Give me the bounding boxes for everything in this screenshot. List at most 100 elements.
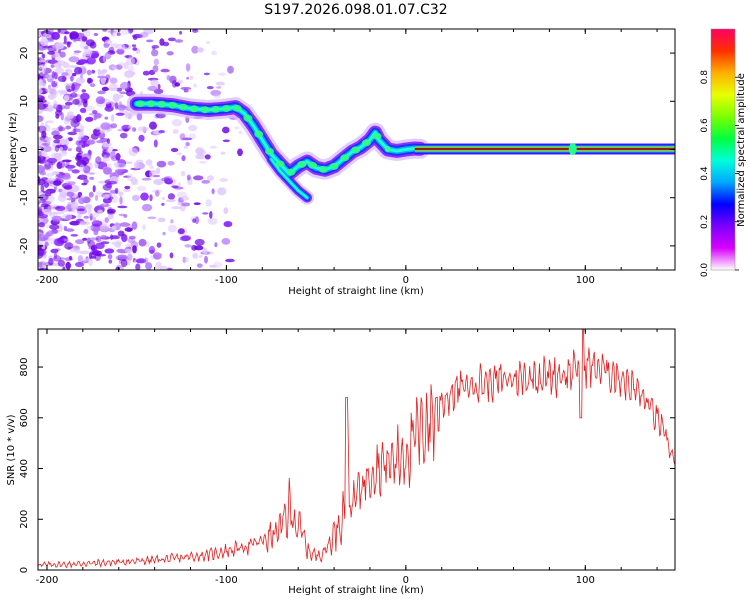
spectrogram-noise-blob bbox=[69, 255, 72, 261]
spectrogram-noise-blob bbox=[128, 235, 136, 240]
spectrogram-carrier-spot bbox=[568, 143, 577, 156]
spectrogram-noise-blob bbox=[84, 203, 93, 210]
spectrogram-noise-blob bbox=[89, 176, 95, 180]
spectrogram-noise-blob bbox=[145, 262, 153, 270]
spectrogram-noise-blob bbox=[82, 237, 88, 241]
spectrogram-noise-blob bbox=[59, 51, 66, 58]
spectrogram-noise-blob bbox=[90, 133, 99, 140]
spectrogram-noise-blob bbox=[183, 145, 188, 149]
snr-series-line bbox=[38, 329, 675, 569]
spectrogram-noise-blob bbox=[124, 227, 133, 232]
spectrogram-ridge-peak bbox=[329, 162, 339, 170]
spectrogram-noise-blob bbox=[67, 137, 73, 142]
spectrogram-noise-blob bbox=[115, 43, 126, 50]
spectrogram-noise-blob bbox=[153, 139, 158, 148]
spectrogram-ridge-peak bbox=[232, 104, 242, 112]
spectrogram-noise-blob bbox=[38, 103, 47, 110]
spectrogram-ridge-peak bbox=[178, 103, 188, 111]
spectrogram-noise-blob bbox=[142, 224, 147, 231]
spectrogram-noise-blob bbox=[59, 146, 63, 152]
spectrogram-noise-blob bbox=[195, 153, 206, 160]
spectrogram-noise-blob bbox=[39, 171, 46, 176]
spectrogram-noise-blob bbox=[94, 160, 99, 169]
spectrogram-noise-blob bbox=[90, 255, 97, 259]
spectrogram-noise-blob bbox=[100, 234, 107, 239]
spectrogram-noise-blob bbox=[188, 124, 198, 132]
spectrogram-noise-blob bbox=[38, 176, 41, 184]
spectrogram-noise-blob bbox=[95, 156, 102, 165]
spectrogram-noise-blob bbox=[40, 38, 49, 46]
spectrogram-noise-blob bbox=[131, 221, 138, 230]
spectrogram-noise-blob bbox=[47, 59, 58, 64]
spectrogram-noise-blob bbox=[47, 205, 58, 211]
spectrogram-noise-blob bbox=[159, 38, 165, 46]
spectrogram-noise-blob bbox=[209, 145, 218, 149]
spectrogram-xtick-label: -100 bbox=[215, 275, 238, 286]
spectrogram-noise-blob bbox=[132, 47, 138, 51]
spectrogram-noise-blob bbox=[41, 53, 46, 59]
spectrogram-ytick-label: 0 bbox=[19, 146, 30, 152]
spectrogram-ridge-peak bbox=[297, 160, 307, 168]
spectrogram-noise-blob bbox=[45, 59, 51, 64]
spectrogram-noise-blob bbox=[160, 68, 170, 73]
spectrogram-noise-blob bbox=[237, 148, 243, 157]
spectrogram-noise-blob bbox=[113, 162, 120, 167]
snr-xtick-label: 100 bbox=[576, 575, 595, 586]
spectrogram-ridge-peak bbox=[189, 105, 199, 113]
spectrogram-noise-blob bbox=[209, 211, 213, 219]
spectrogram-noise-blob bbox=[205, 40, 211, 45]
spectrogram-noise-blob bbox=[91, 212, 100, 218]
spectrogram-noise-blob bbox=[45, 137, 52, 142]
spectrogram-noise-blob bbox=[38, 200, 42, 204]
colorbar-gradient bbox=[710, 28, 736, 271]
spectrogram-noise-blob bbox=[166, 74, 171, 81]
spectrogram-noise-blob bbox=[181, 155, 186, 162]
spectrogram-noise-blob bbox=[72, 98, 80, 105]
spectrogram-noise-blob bbox=[147, 85, 158, 92]
spectrogram-noise-blob bbox=[97, 209, 103, 214]
spectrogram-noise-blob bbox=[189, 75, 194, 81]
spectrogram-noise-blob bbox=[79, 220, 90, 226]
snr-ylabel: SNR (10 * v/v) bbox=[6, 414, 17, 485]
spectrogram-noise-blob bbox=[85, 116, 94, 122]
spectrogram-noise-blob bbox=[181, 202, 191, 207]
spectrogram-noise-blob bbox=[96, 140, 106, 144]
spectrogram-noise-blob bbox=[105, 183, 113, 189]
spectrogram-noise-blob bbox=[127, 250, 132, 255]
spectrogram-noise-blob bbox=[52, 180, 62, 186]
spectrogram-noise-blob bbox=[222, 139, 230, 143]
spectrogram-noise-blob bbox=[97, 90, 106, 95]
snr-ytick-label: 400 bbox=[19, 459, 30, 478]
spectrogram-noise-blob bbox=[68, 181, 76, 186]
spectrogram-noise-blob bbox=[73, 50, 82, 53]
spectrogram-noise-blob bbox=[70, 119, 80, 128]
spectrogram-noise-blob bbox=[111, 32, 117, 37]
spectrogram-ridge-peak bbox=[361, 139, 371, 147]
spectrogram-y-axis: -20 -10 0 10 20 bbox=[19, 47, 675, 254]
spectrogram-noise-blob bbox=[207, 217, 218, 225]
spectrogram-noise-blob bbox=[69, 220, 81, 226]
spectrogram-noise-blob bbox=[54, 80, 59, 84]
spectrogram-noise-blob bbox=[123, 214, 128, 218]
spectrogram-noise-blob bbox=[51, 142, 57, 147]
spectrogram-noise-blob bbox=[78, 131, 85, 138]
spectrogram-noise-blob bbox=[92, 110, 98, 114]
spectrogram-noise-blob bbox=[141, 203, 153, 212]
spectrogram-noise-blob bbox=[55, 42, 65, 50]
spectrogram-noise-blob bbox=[107, 30, 118, 33]
snr-xtick-label: 0 bbox=[403, 575, 409, 586]
spectrogram-noise-blob bbox=[114, 242, 122, 248]
spectrogram-noise-blob bbox=[118, 62, 125, 67]
spectrogram-noise-blob bbox=[124, 55, 129, 58]
spectrogram-noise-blob bbox=[108, 259, 113, 264]
spectrogram-noise-blob bbox=[124, 185, 131, 190]
spectrogram-noise-blob bbox=[171, 206, 182, 210]
spectrogram-ytick-label: 10 bbox=[19, 95, 30, 108]
spectrogram-noise-blob bbox=[204, 154, 211, 160]
spectrogram-noise-blob bbox=[186, 174, 191, 181]
spectrogram-noise-blob bbox=[210, 89, 222, 97]
spectrogram-noise-blob bbox=[63, 35, 67, 44]
spectrogram-noise-blob bbox=[89, 83, 96, 87]
spectrogram-noise-blob bbox=[111, 66, 118, 69]
